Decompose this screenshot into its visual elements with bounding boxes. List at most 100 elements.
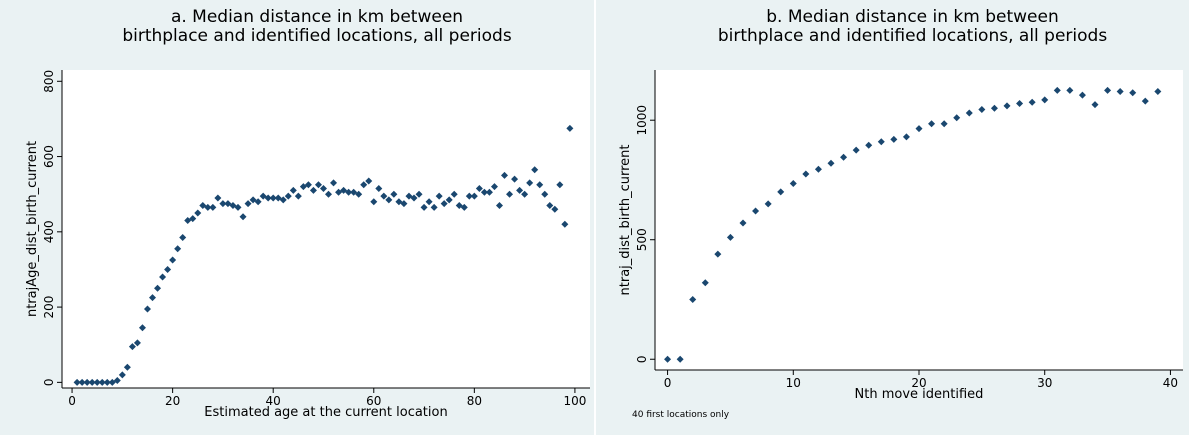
point bbox=[440, 200, 448, 208]
point bbox=[204, 203, 212, 211]
point bbox=[556, 181, 564, 189]
point bbox=[360, 181, 368, 189]
point bbox=[1116, 88, 1124, 96]
y-tick-label: 200 bbox=[42, 296, 56, 319]
y-tick-label: 1000 bbox=[635, 105, 649, 136]
x-tick-label: 10 bbox=[786, 376, 801, 390]
point bbox=[249, 196, 257, 204]
point bbox=[355, 190, 363, 198]
point bbox=[714, 250, 722, 258]
point bbox=[88, 378, 96, 386]
point bbox=[1003, 102, 1011, 110]
point bbox=[169, 256, 177, 264]
point bbox=[219, 200, 227, 208]
point bbox=[485, 188, 493, 196]
point bbox=[1129, 89, 1137, 97]
y-tick-label: 0 bbox=[635, 355, 649, 363]
point bbox=[1041, 96, 1049, 104]
point bbox=[410, 194, 418, 202]
point bbox=[289, 186, 297, 194]
point bbox=[133, 339, 141, 347]
point bbox=[1016, 99, 1024, 107]
point bbox=[840, 153, 848, 161]
point bbox=[435, 192, 443, 200]
point bbox=[546, 201, 554, 209]
point bbox=[123, 363, 131, 371]
point bbox=[309, 186, 317, 194]
point bbox=[390, 190, 398, 198]
x-axis-label: Nth move identified bbox=[855, 387, 984, 402]
point bbox=[726, 233, 734, 241]
y-tick-label: 400 bbox=[42, 220, 56, 243]
point bbox=[103, 378, 111, 386]
point bbox=[701, 279, 709, 287]
point bbox=[304, 181, 312, 189]
point bbox=[521, 190, 529, 198]
point bbox=[531, 166, 539, 174]
point bbox=[264, 194, 272, 202]
point bbox=[325, 190, 333, 198]
point bbox=[1078, 91, 1086, 99]
point bbox=[978, 105, 986, 113]
point bbox=[536, 181, 544, 189]
point bbox=[345, 188, 353, 196]
point bbox=[450, 190, 458, 198]
point bbox=[244, 200, 252, 208]
point bbox=[551, 205, 559, 213]
point bbox=[209, 203, 217, 211]
point bbox=[1053, 86, 1061, 94]
x-tick-label: 40 bbox=[1163, 376, 1178, 390]
point bbox=[789, 180, 797, 188]
y-axis-label: ntraj_dist_birth_current bbox=[618, 145, 633, 296]
point bbox=[915, 125, 923, 133]
x-tick-label: 80 bbox=[467, 394, 482, 408]
x-tick-label: 60 bbox=[366, 394, 381, 408]
x-tick-label: 0 bbox=[664, 376, 672, 390]
point bbox=[179, 233, 187, 241]
point bbox=[739, 219, 747, 227]
point bbox=[319, 185, 327, 193]
note: 40 first locations only bbox=[632, 410, 730, 420]
point bbox=[877, 138, 885, 146]
x-tick-label: 100 bbox=[563, 394, 586, 408]
plot-area bbox=[62, 70, 590, 388]
point bbox=[777, 188, 785, 196]
point bbox=[506, 190, 514, 198]
x-tick-label: 0 bbox=[68, 394, 76, 408]
y-tick-label: 0 bbox=[42, 379, 56, 387]
point bbox=[385, 196, 393, 204]
point bbox=[234, 203, 242, 211]
point bbox=[475, 185, 483, 193]
x-tick-label: 40 bbox=[266, 394, 281, 408]
point bbox=[928, 120, 936, 128]
chart-title: birthplace and identified locations, all… bbox=[122, 26, 512, 46]
point bbox=[128, 343, 136, 351]
point bbox=[375, 185, 383, 193]
point bbox=[495, 201, 503, 209]
point bbox=[73, 378, 81, 386]
point bbox=[1028, 98, 1036, 106]
point bbox=[827, 159, 835, 167]
point bbox=[470, 192, 478, 200]
point bbox=[501, 171, 509, 179]
point bbox=[1141, 97, 1149, 105]
point bbox=[159, 273, 167, 281]
point bbox=[214, 194, 222, 202]
point bbox=[664, 355, 672, 363]
y-tick-label: 600 bbox=[42, 145, 56, 168]
point bbox=[953, 114, 961, 122]
point bbox=[480, 188, 488, 196]
point bbox=[460, 203, 468, 211]
panel: a. Median distance in km betweenbirthpla… bbox=[0, 0, 594, 435]
point bbox=[425, 198, 433, 206]
point bbox=[149, 294, 157, 302]
chart-title: a. Median distance in km between bbox=[171, 7, 463, 27]
point bbox=[752, 207, 760, 215]
point bbox=[561, 220, 569, 228]
x-axis-label: Estimated age at the current location bbox=[204, 405, 447, 420]
point bbox=[511, 175, 519, 183]
point bbox=[93, 378, 101, 386]
point bbox=[1154, 88, 1162, 96]
point bbox=[370, 198, 378, 206]
